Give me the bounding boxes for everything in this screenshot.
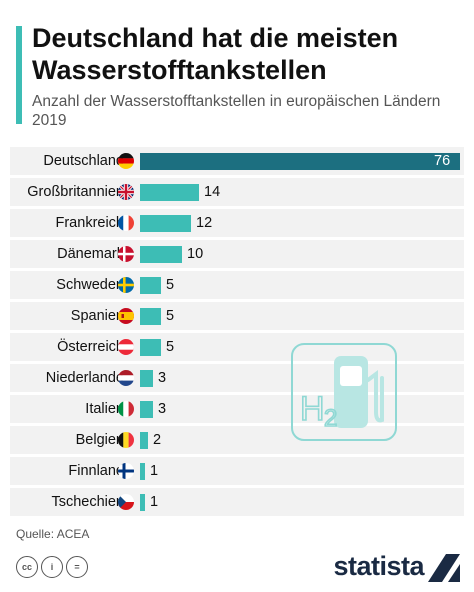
value-label: 5 xyxy=(166,277,175,293)
category-label: Spanien xyxy=(70,308,124,324)
chart-row: Frankreich 12 xyxy=(10,209,464,237)
value-label: 5 xyxy=(166,339,175,355)
flag-finland-icon xyxy=(118,463,134,479)
category-label: Italien xyxy=(85,401,124,417)
value-label: 1 xyxy=(150,494,159,510)
value-label: 1 xyxy=(150,463,159,479)
value-label: 12 xyxy=(196,215,213,231)
category-label: Deutschland xyxy=(43,153,124,169)
chart-row: Niederlande 3 xyxy=(10,364,464,392)
flag-sweden-icon xyxy=(118,277,134,293)
category-label: Tschechien xyxy=(51,494,124,510)
svg-text:2: 2 xyxy=(324,405,337,432)
bar xyxy=(140,463,145,480)
bar xyxy=(140,246,182,263)
bar xyxy=(140,339,161,356)
flag-belgium-icon xyxy=(118,432,134,448)
source-note: Quelle: ACEA xyxy=(16,527,90,541)
by-icon[interactable]: i xyxy=(41,556,63,578)
value-label: 5 xyxy=(166,308,175,324)
chart-row: Spanien 5 xyxy=(10,302,464,330)
bar xyxy=(140,308,161,325)
category-label: Schweden xyxy=(56,277,124,293)
flag-germany-icon xyxy=(118,153,134,169)
category-label: Niederlande xyxy=(45,370,124,386)
chart-row: Österreich 5 xyxy=(10,333,464,361)
chart-row: Großbritannien 14 xyxy=(10,178,464,206)
bar xyxy=(140,401,153,418)
flag-netherlands-icon xyxy=(118,370,134,386)
bar xyxy=(140,494,145,511)
flag-czechia-icon xyxy=(118,494,134,510)
license-icons: cc i = xyxy=(16,556,91,578)
statista-logo-mark xyxy=(428,554,460,582)
bar xyxy=(140,277,161,294)
value-label: 76 xyxy=(434,153,451,169)
bar xyxy=(140,153,460,170)
category-label: Großbritannien xyxy=(27,184,124,200)
value-label: 3 xyxy=(158,401,167,417)
chart-subtitle: Anzahl der Wasserstofftankstellen in eur… xyxy=(32,93,441,129)
chart-row: Dänemark 10 xyxy=(10,240,464,268)
statista-logo[interactable]: statista xyxy=(333,551,424,581)
nd-icon[interactable]: = xyxy=(66,556,88,578)
chart-row: Italien 3 xyxy=(10,395,464,423)
chart-title: Deutschland hat die meisten Wasserstofft… xyxy=(32,23,399,85)
bar xyxy=(140,370,153,387)
flag-uk-icon xyxy=(118,184,134,200)
category-label: Dänemark xyxy=(57,246,124,262)
category-label: Frankreich xyxy=(55,215,125,231)
flag-italy-icon xyxy=(118,401,134,417)
chart-row: Tschechien 1 xyxy=(10,488,464,516)
hydrogen-fuel-pump-icon: H 2 xyxy=(291,343,397,441)
bar xyxy=(140,215,191,232)
svg-text:H: H xyxy=(300,390,325,428)
bar xyxy=(140,184,199,201)
flag-france-icon xyxy=(118,215,134,231)
chart-row: Finnland 1 xyxy=(10,457,464,485)
bar xyxy=(140,432,148,449)
flag-spain-icon xyxy=(118,308,134,324)
flag-denmark-icon xyxy=(118,246,134,262)
cc-icon[interactable]: cc xyxy=(16,556,38,578)
chart-row: Deutschland 76 xyxy=(10,147,464,175)
chart-row: Schweden 5 xyxy=(10,271,464,299)
category-label: Österreich xyxy=(57,339,124,355)
value-label: 10 xyxy=(187,246,204,262)
title-accent-bar xyxy=(16,26,22,124)
value-label: 2 xyxy=(153,432,162,448)
category-label: Finnland xyxy=(68,463,124,479)
flag-austria-icon xyxy=(118,339,134,355)
category-label: Belgien xyxy=(75,432,124,448)
value-label: 14 xyxy=(204,184,221,200)
value-label: 3 xyxy=(158,370,167,386)
